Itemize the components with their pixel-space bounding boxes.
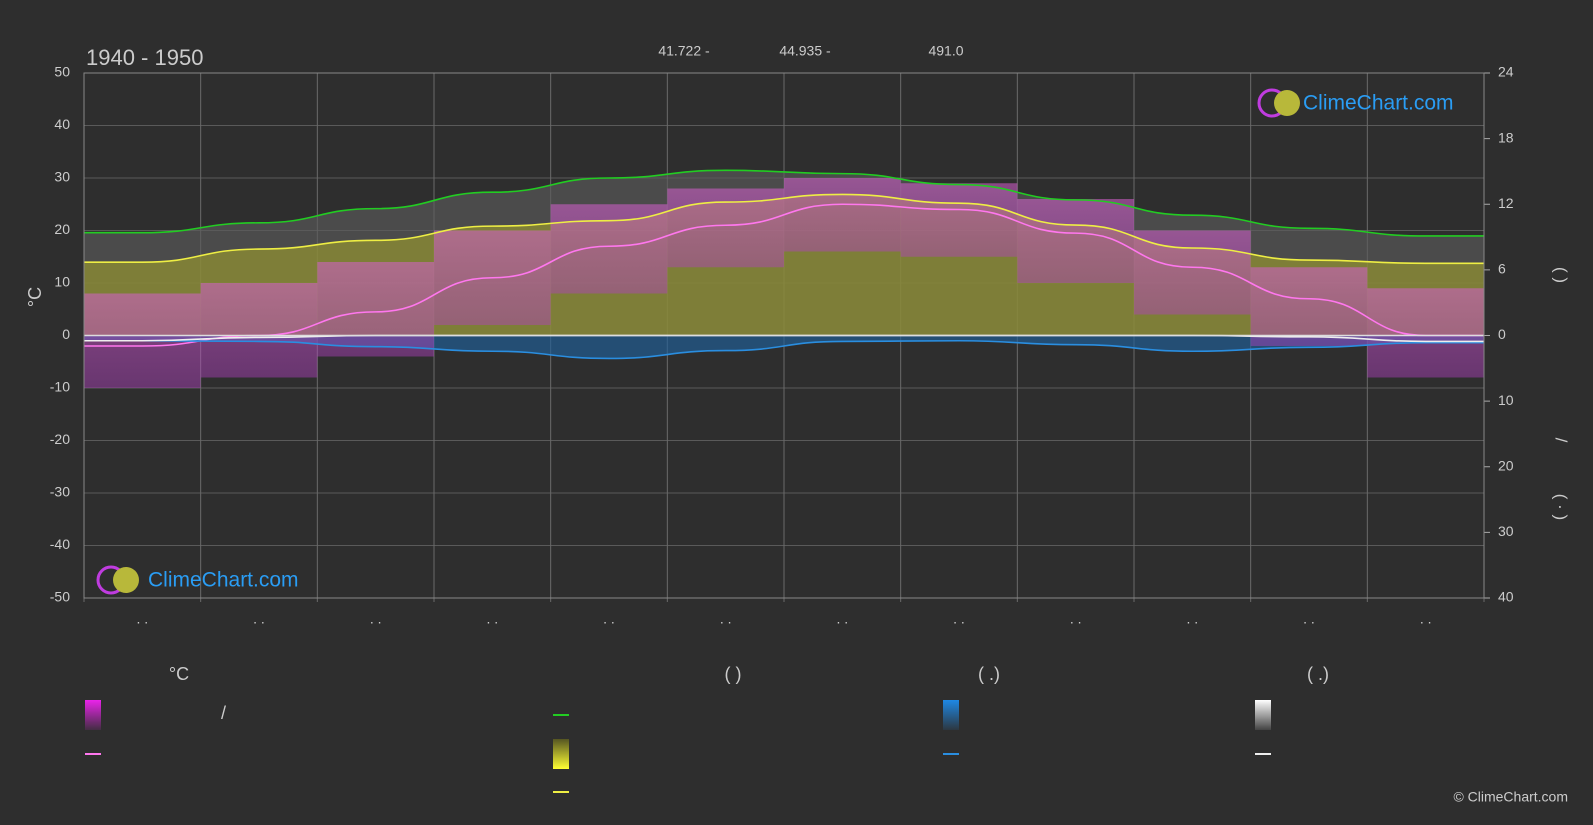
y2-tick-label: 24	[1498, 64, 1514, 80]
y3-tick-label: 30	[1498, 523, 1514, 539]
line	[84, 193, 1484, 265]
y-tick-label: 10	[54, 274, 70, 290]
temp-range-bar	[317, 262, 434, 357]
x-tick-label: . .	[720, 611, 732, 627]
x-tick-label: . .	[136, 611, 148, 627]
chart-title: 1940 - 1950	[86, 45, 203, 70]
y2-tick-label: 12	[1498, 195, 1514, 211]
x-tick-label: . .	[486, 611, 498, 627]
legend-heading: °C	[169, 664, 189, 684]
legend-swatch	[943, 700, 959, 730]
legend: °C ( ) ( .) ( .) /	[85, 664, 1329, 793]
temp-range-bar	[550, 204, 668, 294]
copyright: © ClimeChart.com	[1453, 789, 1568, 805]
x-tick-label: . .	[253, 611, 265, 627]
y-axis-label: °C	[25, 287, 45, 307]
line	[84, 169, 1484, 237]
stat: 491.0	[928, 43, 963, 59]
legend-swatch	[85, 700, 101, 730]
y-tick-label: -50	[50, 589, 70, 605]
stat: 44.935 -	[779, 43, 831, 59]
temp-range-bar	[1134, 230, 1251, 315]
x-tick-label: . .	[1070, 611, 1082, 627]
y-tick-label: -10	[50, 379, 70, 395]
x-tick-label: . .	[1186, 611, 1198, 627]
y-tick-label: 30	[54, 169, 70, 185]
y2-tick-label: 6	[1498, 261, 1506, 277]
y2-axis-label: ( )	[1552, 267, 1571, 283]
y3-tick-label: 40	[1498, 589, 1514, 605]
x-tick-label: . .	[953, 611, 965, 627]
legend-heading: ( .)	[978, 664, 1000, 684]
y-tick-label: -40	[50, 536, 70, 552]
x-tick-label: . .	[836, 611, 848, 627]
x-tick-label: . .	[370, 611, 382, 627]
logo: ClimeChart.com	[96, 565, 299, 595]
x-tick-label: . .	[1303, 611, 1315, 627]
stat: 41.722 -	[658, 43, 710, 59]
temp-range-bar	[784, 178, 901, 252]
legend-separator: /	[221, 703, 226, 723]
temp-range-bar	[1367, 288, 1484, 378]
watermark: ClimeChart.com	[148, 569, 299, 592]
line	[84, 203, 1484, 347]
y-tick-label: 20	[54, 221, 70, 237]
y3-tick-label: 20	[1498, 457, 1514, 473]
y3-axis-label: /	[1552, 438, 1571, 443]
legend-swatch	[553, 739, 569, 769]
temp-range-bar	[1017, 199, 1134, 283]
y-tick-label: -20	[50, 431, 70, 447]
legend-heading: ( .)	[1307, 664, 1329, 684]
watermark: ClimeChart.com	[1303, 92, 1454, 115]
legend-swatch	[1255, 700, 1271, 730]
x-tick-label: . .	[1420, 611, 1432, 627]
y3-axis-label: ( · )	[1552, 494, 1571, 520]
line	[84, 339, 1484, 360]
y-tick-label: -30	[50, 484, 70, 500]
temp-range-bar	[900, 183, 1018, 257]
y-tick-label: 0	[62, 326, 70, 342]
plot-frame	[83, 72, 1485, 599]
y3-tick-label: 10	[1498, 392, 1514, 408]
y-tick-label: 50	[54, 64, 70, 80]
logo: ClimeChart.com	[1257, 88, 1454, 118]
legend-heading: ( )	[725, 664, 742, 684]
y2-tick-label: 0	[1498, 326, 1506, 342]
plot-area: 50 40 30 20 10 0 -10 -20 -30 -40 -50 24 18 12 6 0 10 20 30…	[50, 64, 1514, 627]
y2-tick-label: 18	[1498, 129, 1514, 145]
y-tick-label: 40	[54, 116, 70, 132]
x-tick-label: . .	[603, 611, 615, 627]
